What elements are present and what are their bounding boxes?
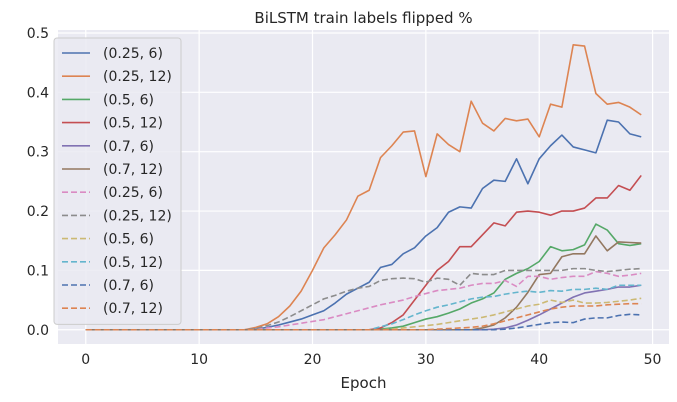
legend-entry: (0.5, 6) bbox=[103, 92, 154, 108]
legend-entry: (0.7, 12) bbox=[103, 162, 163, 178]
legend-entry: (0.7, 6) bbox=[103, 278, 154, 294]
series-lines bbox=[85, 44, 642, 331]
legend-entry: (0.5, 6) bbox=[103, 232, 154, 248]
x-tick-label: 0 bbox=[81, 352, 90, 368]
x-tick-label: 50 bbox=[644, 352, 662, 368]
legend-entry: (0.7, 6) bbox=[103, 139, 154, 155]
y-tick-label: 0.0 bbox=[27, 323, 49, 339]
y-tick-label: 0.2 bbox=[27, 204, 49, 220]
legend-entry: (0.5, 12) bbox=[103, 255, 163, 271]
y-tick-label: 0.3 bbox=[27, 145, 49, 161]
y-tick-labels: 0.0 0.1 0.2 0.3 0.4 0.5 bbox=[27, 26, 49, 339]
legend: (0.25, 6) (0.25, 12) (0.5, 6) (0.5, 12) (0.7… bbox=[53, 37, 182, 325]
x-tick-label: 40 bbox=[530, 352, 548, 368]
y-tick-label: 0.5 bbox=[27, 26, 49, 42]
x-tick-label: 30 bbox=[417, 352, 435, 368]
y-tick-label: 0.4 bbox=[27, 85, 49, 101]
y-tick-label: 0.1 bbox=[27, 263, 49, 279]
series-line-11 bbox=[85, 302, 642, 331]
x-tick-label: 20 bbox=[304, 352, 322, 368]
x-axis-label: Epoch bbox=[341, 374, 387, 392]
legend-entry: (0.25, 6) bbox=[103, 185, 163, 201]
legend-entry: (0.5, 12) bbox=[103, 116, 163, 132]
legend-entry: (0.25, 12) bbox=[103, 69, 172, 85]
legend-entry: (0.7, 12) bbox=[103, 301, 163, 317]
x-tick-labels: 0 10 20 30 40 50 bbox=[81, 352, 661, 368]
legend-entry: (0.25, 12) bbox=[103, 208, 172, 224]
legend-box bbox=[53, 37, 182, 325]
chart-title: BiLSTM train labels flipped % bbox=[254, 9, 472, 27]
legend-entry: (0.25, 6) bbox=[103, 46, 163, 62]
x-tick-label: 10 bbox=[190, 352, 208, 368]
